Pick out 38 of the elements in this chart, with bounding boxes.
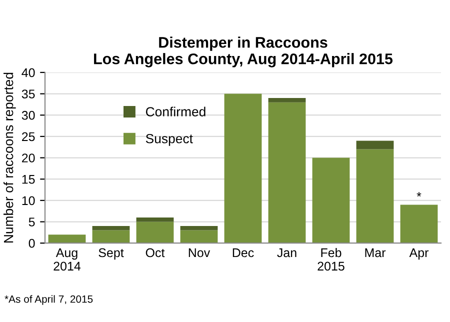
legend-label: Suspect <box>146 134 193 146</box>
y-tick-label: 20 <box>22 154 35 162</box>
bar <box>136 222 174 244</box>
annotation: * <box>416 192 422 197</box>
x-tick-label: Sept <box>98 248 124 260</box>
bar <box>92 226 130 230</box>
bar <box>92 230 130 244</box>
bar <box>356 140 394 150</box>
y-tick-label: 15 <box>22 175 35 184</box>
x-tick-label: Mar <box>365 248 386 258</box>
bar <box>180 226 218 230</box>
bar <box>136 218 174 222</box>
text: *As of April 7, 2015 <box>4 295 93 305</box>
x-tick-label: Feb 2015 <box>318 248 344 271</box>
x-tick-label: Jan <box>277 248 296 258</box>
bar <box>180 230 218 244</box>
bar <box>268 98 306 102</box>
bar <box>356 149 394 244</box>
bar <box>224 94 262 244</box>
y-tick-label: 40 <box>22 68 35 78</box>
y-tick-label: 30 <box>22 110 35 120</box>
bar <box>48 234 86 244</box>
x-tick-label: Aug 2014 <box>54 248 81 271</box>
bar <box>400 204 438 244</box>
y-tick-label: 0 <box>28 238 35 248</box>
y-tick-label: 35 <box>22 90 35 98</box>
x-tick-label: Oct <box>146 248 165 258</box>
chart-title: Distemper in Raccoons Los Angeles County, Aug 2014-April 2015 <box>94 36 393 68</box>
x-tick-label: Nov <box>188 248 210 258</box>
y-tick-label: 25 <box>22 132 35 142</box>
bar <box>312 158 350 244</box>
legend-label: Confirmed <box>146 106 206 116</box>
x-tick-label: Dec <box>232 248 254 258</box>
y-tick-label: 5 <box>28 218 35 226</box>
y-axis-title: Number of raccoons reported <box>4 72 16 242</box>
bar <box>268 102 306 244</box>
y-tick-label: 10 <box>22 196 35 206</box>
x-tick-label: Apr <box>409 248 429 260</box>
